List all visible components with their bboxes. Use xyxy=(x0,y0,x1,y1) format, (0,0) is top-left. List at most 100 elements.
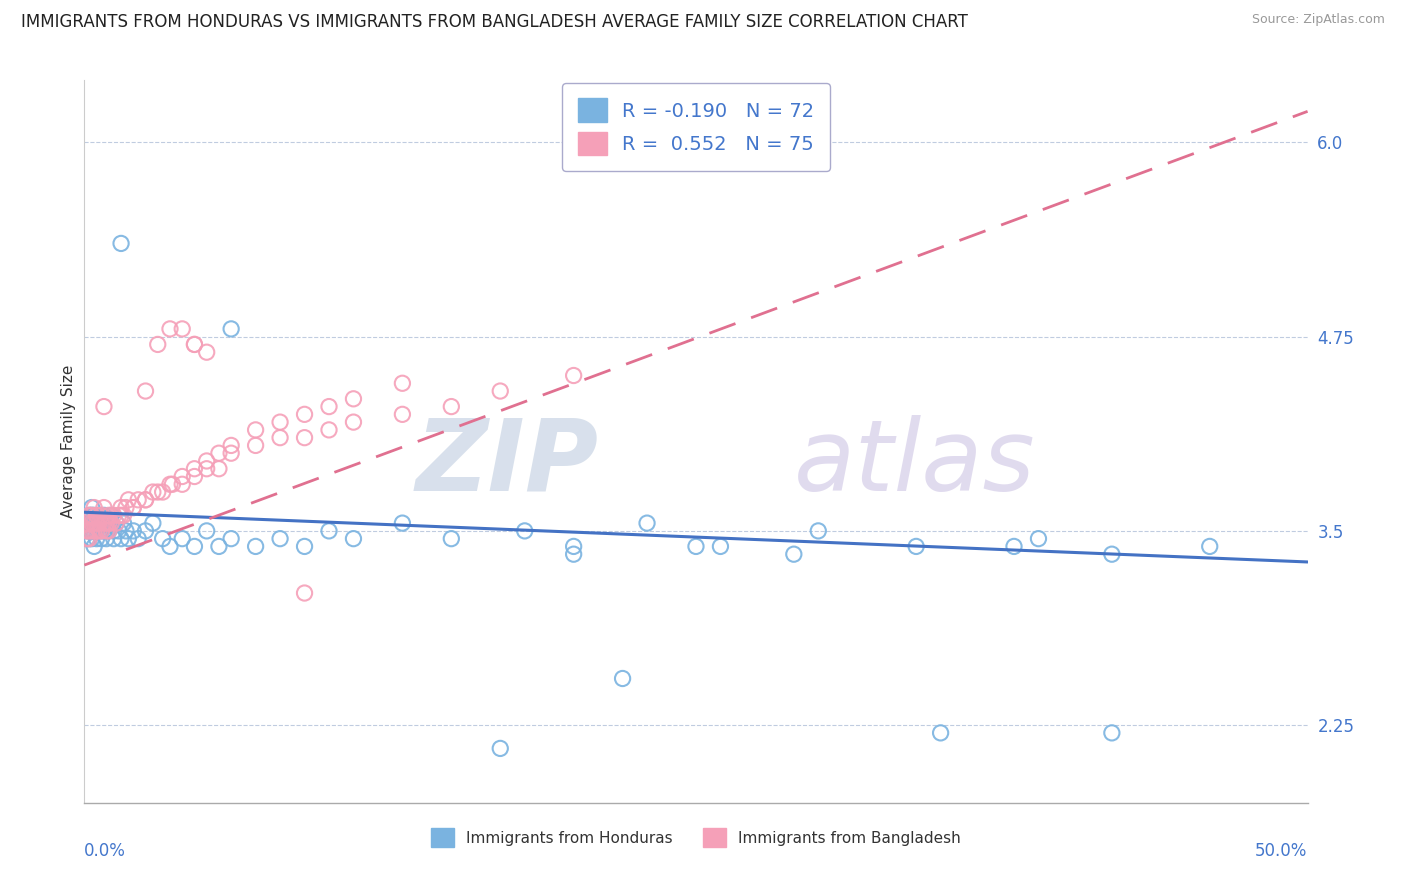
Point xyxy=(90,524,112,538)
Point xyxy=(159,477,181,491)
Point xyxy=(318,524,340,538)
Point xyxy=(219,322,242,336)
Point xyxy=(76,532,98,546)
Point xyxy=(245,423,267,437)
Point xyxy=(391,516,413,530)
Point xyxy=(93,400,115,414)
Point xyxy=(110,508,132,523)
Point xyxy=(97,524,120,538)
Point xyxy=(135,492,157,507)
Point xyxy=(562,547,585,561)
Point xyxy=(391,376,413,391)
Y-axis label: Average Family Size: Average Family Size xyxy=(60,365,76,518)
Point xyxy=(195,454,218,468)
Point xyxy=(127,492,149,507)
Point xyxy=(269,431,291,445)
Point xyxy=(172,322,194,336)
Point xyxy=(142,485,165,500)
Point xyxy=(152,485,174,500)
Point xyxy=(391,408,413,422)
Point xyxy=(112,516,135,530)
Point xyxy=(1002,540,1025,554)
Point xyxy=(97,508,120,523)
Point xyxy=(83,500,105,515)
Point xyxy=(97,524,120,538)
Point xyxy=(77,532,100,546)
Point xyxy=(97,516,120,530)
Point xyxy=(80,508,103,523)
Text: 0.0%: 0.0% xyxy=(84,842,127,860)
Point xyxy=(76,532,98,546)
Point xyxy=(86,516,108,530)
Point xyxy=(159,322,181,336)
Point xyxy=(86,516,108,530)
Point xyxy=(100,516,122,530)
Point xyxy=(269,415,291,429)
Point xyxy=(86,524,108,538)
Point xyxy=(117,532,139,546)
Point xyxy=(489,384,512,398)
Point xyxy=(93,516,115,530)
Point xyxy=(183,337,205,351)
Point xyxy=(807,524,830,538)
Legend: Immigrants from Honduras, Immigrants from Bangladesh: Immigrants from Honduras, Immigrants fro… xyxy=(425,822,967,853)
Point xyxy=(93,516,115,530)
Point xyxy=(1101,547,1123,561)
Point xyxy=(103,524,125,538)
Point xyxy=(269,532,291,546)
Point xyxy=(93,508,115,523)
Point xyxy=(709,540,731,554)
Point xyxy=(513,524,536,538)
Point xyxy=(783,547,806,561)
Point xyxy=(929,726,952,740)
Point xyxy=(294,540,316,554)
Point xyxy=(146,485,169,500)
Point xyxy=(294,431,316,445)
Text: ZIP: ZIP xyxy=(415,415,598,512)
Point xyxy=(96,524,118,538)
Point xyxy=(86,524,108,538)
Point xyxy=(122,500,145,515)
Point xyxy=(183,461,205,475)
Point xyxy=(77,524,100,538)
Point xyxy=(80,524,103,538)
Point xyxy=(172,469,194,483)
Point xyxy=(86,508,108,523)
Point xyxy=(90,508,112,523)
Point xyxy=(96,524,118,538)
Point xyxy=(112,508,135,523)
Point xyxy=(83,516,105,530)
Point xyxy=(80,500,103,515)
Point xyxy=(172,477,194,491)
Point xyxy=(172,532,194,546)
Point xyxy=(100,508,122,523)
Point xyxy=(83,524,105,538)
Point xyxy=(77,508,100,523)
Point xyxy=(93,524,115,538)
Point xyxy=(245,438,267,452)
Point xyxy=(97,516,120,530)
Point xyxy=(152,532,174,546)
Point xyxy=(1101,726,1123,740)
Point xyxy=(77,524,100,538)
Point xyxy=(96,532,118,546)
Point xyxy=(318,423,340,437)
Point xyxy=(107,524,129,538)
Point xyxy=(107,508,129,523)
Point xyxy=(87,524,110,538)
Point xyxy=(76,516,98,530)
Text: 50.0%: 50.0% xyxy=(1256,842,1308,860)
Text: atlas: atlas xyxy=(794,415,1035,512)
Point xyxy=(440,532,463,546)
Point xyxy=(219,446,242,460)
Point xyxy=(440,400,463,414)
Point xyxy=(135,492,157,507)
Point xyxy=(87,516,110,530)
Point xyxy=(86,532,108,546)
Point xyxy=(105,516,128,530)
Point xyxy=(76,524,98,538)
Point xyxy=(294,408,316,422)
Point xyxy=(103,508,125,523)
Point xyxy=(77,532,100,546)
Point xyxy=(318,400,340,414)
